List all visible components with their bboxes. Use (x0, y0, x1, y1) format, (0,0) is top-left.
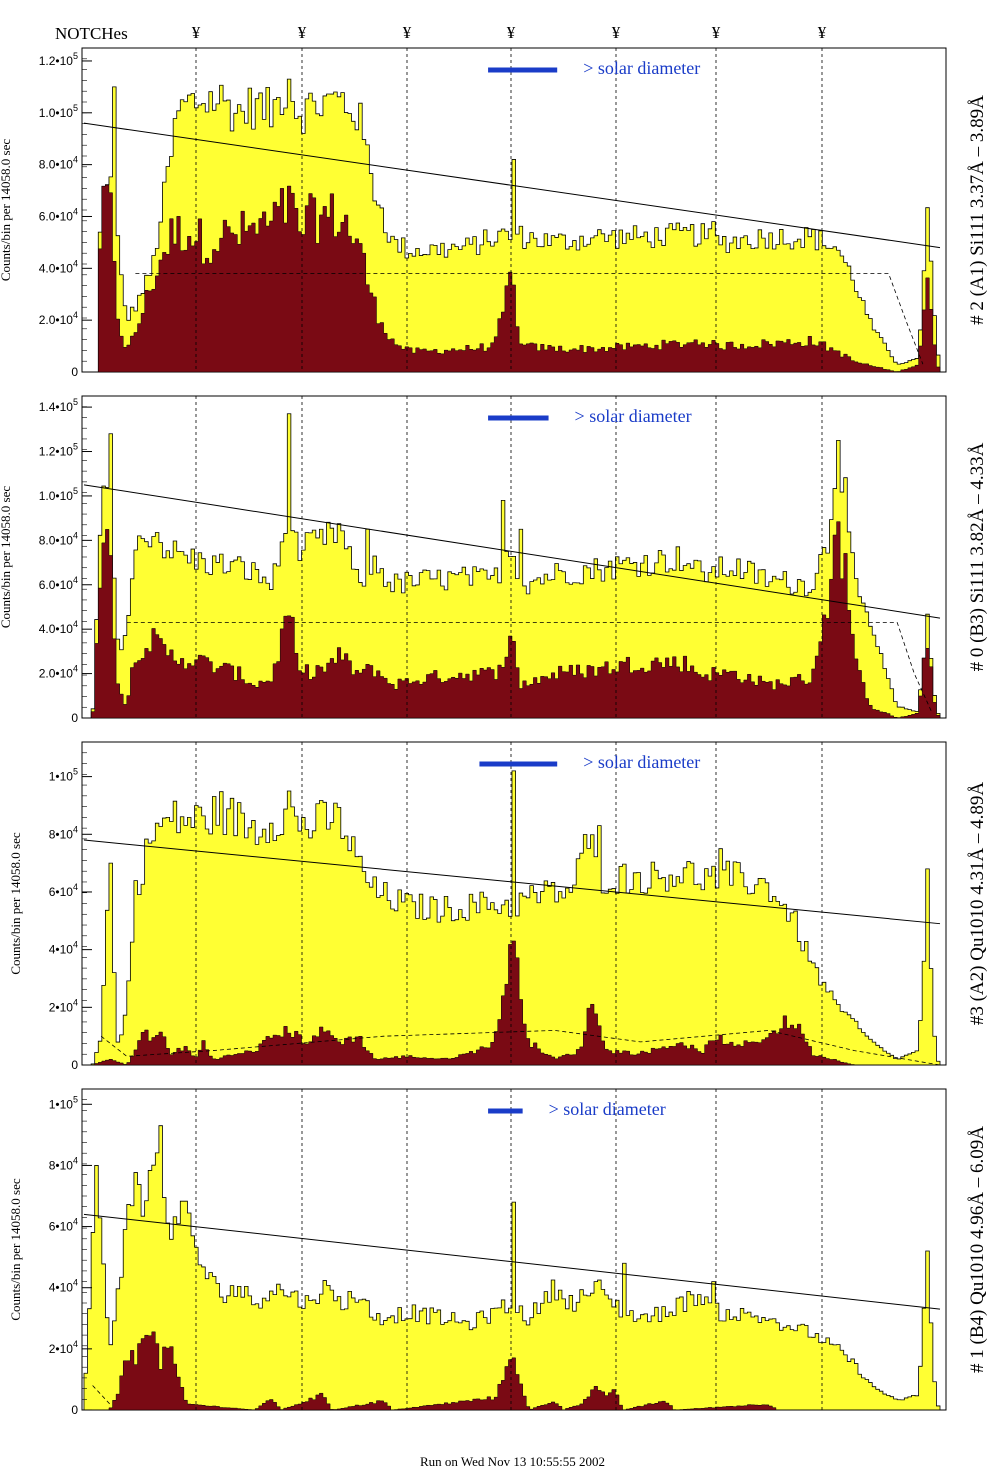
notch-symbol-7: ¥ (818, 23, 827, 42)
notch-symbol-5: ¥ (612, 23, 621, 42)
inner-histogram (84, 521, 941, 719)
ytick-label-2: 4•104 (49, 940, 78, 957)
ytick-label-7: 1.4•105 (39, 397, 78, 414)
trend-line (83, 122, 941, 249)
ytick-label-0: 0 (71, 365, 78, 379)
model-dashed-line (135, 273, 924, 365)
panel-side-label: # 0 (B3) Si111 3.82Å – 4.33Å (967, 442, 988, 671)
trend-line (83, 484, 941, 619)
panel-4: 0 2•104 4•104 6•104 8•104 1•105 Counts/bin per… (8, 1088, 988, 1417)
notch-symbol-3: ¥ (403, 23, 412, 42)
ytick-label-2: 4•104 (49, 1278, 78, 1295)
ytick-label-1: 2•104 (49, 997, 78, 1014)
ytick-label-5: 1.0•105 (39, 103, 78, 120)
model-dashed-line (100, 1029, 941, 1066)
panels: 0 2.0•104 4.0•104 6.0•104 8.0•104 1.0•105 1.2•… (0, 47, 988, 1417)
ytick-label-5: 1•105 (49, 1094, 78, 1111)
y-axis-label: Counts/bin per 14058.0 sec (0, 486, 13, 628)
panel-3: 0 2•104 4•104 6•104 8•104 1•105 Counts/bin per… (8, 741, 988, 1072)
legend-text: > solar diameter (575, 406, 692, 426)
ytick-label-4: 8•104 (49, 1155, 78, 1172)
ytick-label-5: 1.0•105 (39, 486, 78, 503)
ytick-label-0: 0 (71, 1403, 78, 1417)
ytick-label-5: 1•105 (49, 767, 78, 784)
notch-symbol-1: ¥ (192, 23, 201, 42)
ytick-label-2: 4.0•104 (39, 619, 78, 636)
ytick-label-1: 2•104 (49, 1339, 78, 1356)
run-timestamp: Run on Wed Nov 13 10:55:55 2002 (420, 1454, 605, 1469)
trend-line (83, 839, 941, 925)
ytick-label-3: 6•104 (49, 1217, 78, 1234)
panel-side-label: #3 (A2) Qu1010 4.31Å – 4.89Å (967, 782, 988, 1026)
legend-text: > solar diameter (583, 58, 700, 78)
ytick-label-2: 4.0•104 (39, 258, 78, 275)
ytick-label-4: 8•104 (49, 824, 78, 841)
ytick-label-1: 2.0•104 (39, 664, 78, 681)
ytick-label-6: 1.2•105 (39, 442, 78, 459)
legend-text: > solar diameter (549, 1099, 666, 1119)
ytick-label-3: 6.0•104 (39, 575, 78, 592)
inner-histogram (84, 184, 941, 373)
ytick-label-0: 0 (71, 1058, 78, 1072)
ytick-label-4: 8.0•104 (39, 530, 78, 547)
ytick-label-1: 2.0•104 (39, 310, 78, 327)
legend-text: > solar diameter (583, 752, 700, 772)
notch-markers: ¥ ¥ ¥ ¥ ¥ ¥ ¥ (192, 23, 827, 42)
outer-histogram (84, 770, 941, 1066)
ytick-label-3: 6.0•104 (39, 206, 78, 223)
notch-symbol-4: ¥ (507, 23, 516, 42)
trend-line (83, 1213, 941, 1310)
ytick-label-0: 0 (71, 711, 78, 725)
notch-symbol-6: ¥ (712, 23, 721, 42)
y-axis-label: Counts/bin per 14058.0 sec (8, 832, 23, 974)
ytick-label-3: 6•104 (49, 882, 78, 899)
panel-2: 0 2.0•104 4.0•104 6.0•104 8.0•104 1.0•105 1.2•… (0, 395, 988, 725)
model-dashed-line (126, 622, 932, 712)
inner-histogram (84, 940, 940, 1066)
ytick-label-6: 1.2•105 (39, 51, 78, 68)
y-axis-label: Counts/bin per 14058.0 sec (0, 139, 13, 281)
outer-histogram (84, 413, 941, 719)
panel-side-label: # 1 (B4) Qu1010 4.96Å – 6.09Å (967, 1126, 988, 1373)
outer-histogram (83, 1125, 941, 1411)
y-axis-label: Counts/bin per 14058.0 sec (8, 1178, 23, 1320)
panel-side-label: # 2 (A1) Si111 3.37Å – 3.89Å (967, 95, 988, 325)
notch-symbol-2: ¥ (298, 23, 307, 42)
inner-histogram (84, 1331, 940, 1411)
panel-1: 0 2.0•104 4.0•104 6.0•104 8.0•104 1.0•105 1.2•… (0, 47, 988, 379)
ytick-label-4: 8.0•104 (39, 155, 78, 172)
notches-label: NOTCHes (55, 24, 128, 43)
